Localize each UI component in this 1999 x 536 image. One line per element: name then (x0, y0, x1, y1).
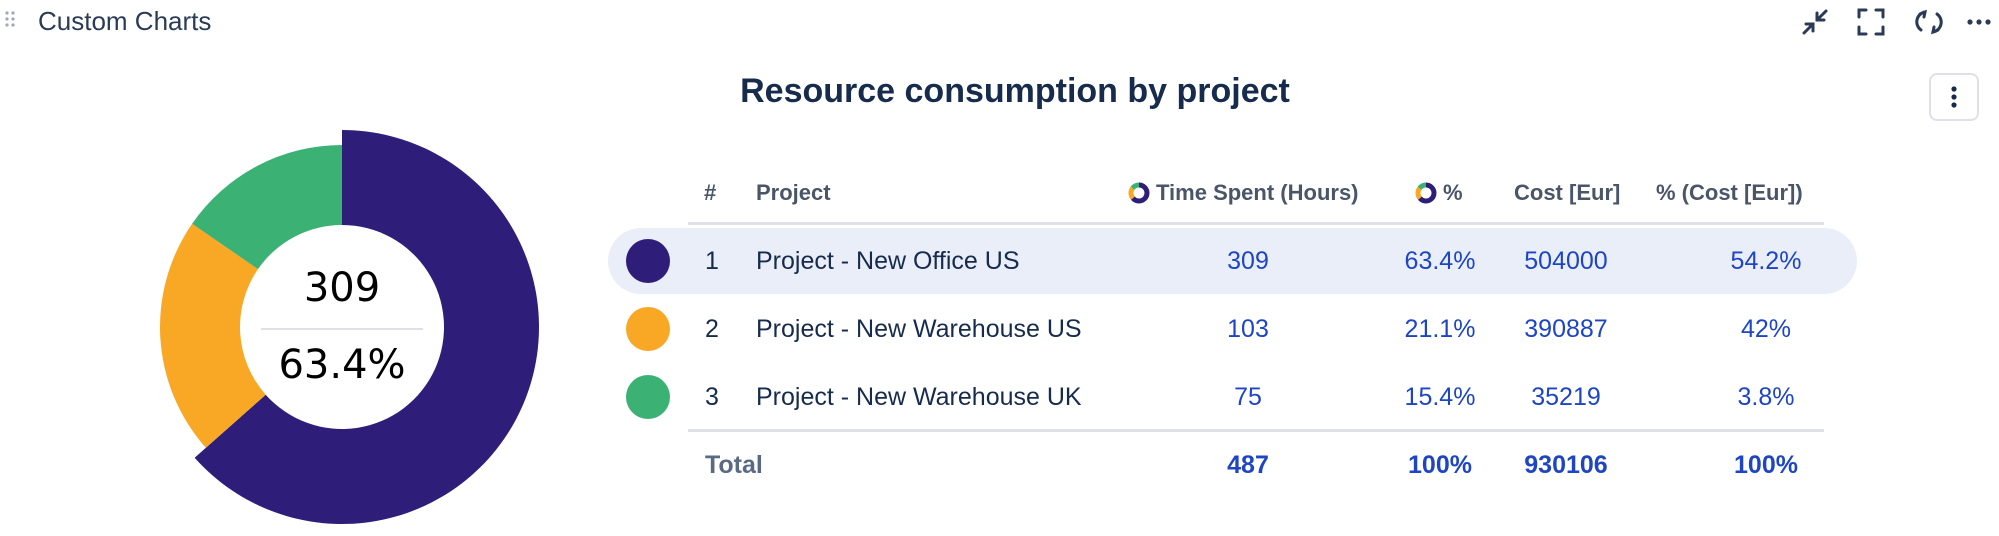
col-index-header: # (704, 180, 717, 205)
center-value: 309 (303, 265, 381, 311)
row-project: Project - New Office US (756, 247, 1020, 275)
total-divider (688, 429, 1824, 432)
total-time: 487 (1227, 451, 1269, 479)
drag-handle-icon[interactable] (4, 10, 16, 32)
row-pct: 63.4% (1404, 247, 1476, 275)
center-percent: 63.4% (278, 342, 406, 388)
collapse-icon[interactable] (1796, 4, 1834, 40)
row-time: 309 (1227, 247, 1269, 275)
donut-chart: 309 63.4% (145, 130, 539, 524)
legend-dot (626, 375, 670, 419)
row-cost: 35219 (1531, 383, 1601, 411)
more-vertical-icon (1951, 86, 1957, 108)
row-project: Project - New Warehouse UK (756, 383, 1082, 411)
total-cost: 930106 (1524, 451, 1608, 479)
legend-dot (626, 239, 670, 283)
total-pct: 100% (1408, 451, 1472, 479)
table-row[interactable]: 3 Project - New Warehouse UK 75 15.4% 35… (0, 364, 1999, 430)
table-row[interactable]: 1 Project - New Office US 309 63.4% 5040… (0, 228, 1999, 294)
donut-slice-3[interactable] (192, 145, 342, 270)
row-pct: 15.4% (1404, 383, 1476, 411)
center-divider (261, 328, 423, 330)
col-cost-header[interactable]: Cost [Eur] (1514, 180, 1621, 205)
row-time: 103 (1227, 315, 1269, 343)
row-project: Project - New Warehouse US (756, 315, 1082, 343)
col-cost-pct-header[interactable]: % (Cost [Eur]) (1656, 180, 1803, 205)
chart-title: Resource consumption by project (740, 72, 1290, 110)
col-pct-header[interactable]: % (1415, 180, 1463, 206)
row-time: 75 (1234, 383, 1262, 411)
row-cost: 390887 (1524, 315, 1608, 343)
refresh-icon[interactable] (1910, 4, 1948, 40)
donut-slice-1[interactable] (194, 130, 539, 524)
col-time-label: Time Spent (Hours) (1156, 180, 1359, 205)
total-row: Total 487 100% 930106 100% (0, 432, 1999, 498)
chart-menu-button[interactable] (1929, 73, 1979, 121)
total-cost-pct: 100% (1734, 451, 1798, 479)
total-label: Total (705, 451, 763, 479)
row-cost-pct: 42% (1740, 315, 1792, 343)
row-index: 1 (705, 247, 719, 275)
row-cost-pct: 3.8% (1737, 383, 1795, 411)
table-header: # Project Time Spent (Hours) % Cost [Eur… (0, 180, 1999, 216)
row-pct: 21.1% (1404, 315, 1476, 343)
row-highlight (608, 228, 1857, 294)
fullscreen-icon[interactable] (1852, 4, 1890, 40)
table-row[interactable]: 2 Project - New Warehouse US 103 21.1% 3… (0, 296, 1999, 362)
donut-slice-2[interactable] (159, 223, 266, 448)
row-index: 2 (705, 315, 719, 343)
more-horizontal-icon[interactable] (1962, 4, 1996, 40)
legend-dot (626, 307, 670, 351)
row-index: 3 (705, 383, 719, 411)
row-cost-pct: 54.2% (1730, 247, 1802, 275)
panel-title: Custom Charts (38, 6, 212, 36)
col-time-header[interactable]: Time Spent (Hours) (1128, 180, 1359, 206)
col-pct-label: % (1443, 180, 1463, 205)
row-cost: 504000 (1524, 247, 1608, 275)
mini-donut-icon (1128, 182, 1150, 204)
header-divider (688, 222, 1824, 225)
mini-donut-icon (1415, 182, 1437, 204)
col-project-header: Project (756, 180, 831, 205)
